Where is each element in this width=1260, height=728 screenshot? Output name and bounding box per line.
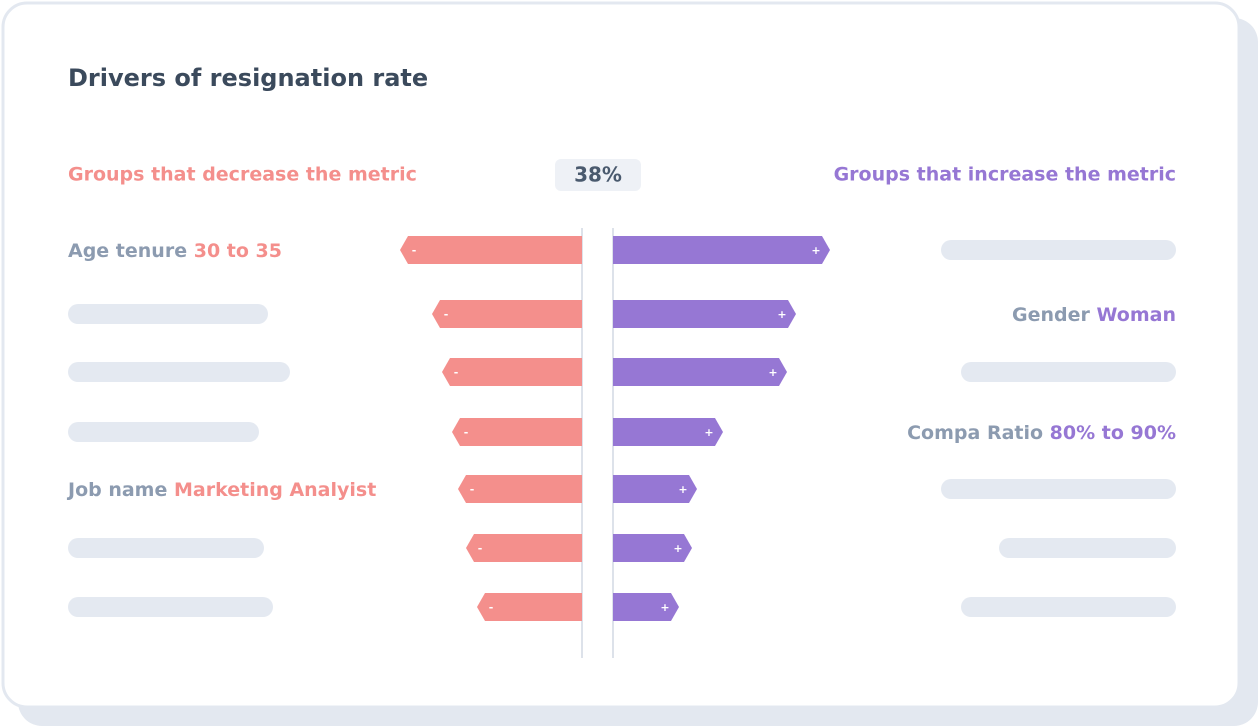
label-placeholder [68, 304, 268, 324]
label-value: 30 to 35 [194, 240, 282, 262]
bar-sign: + [768, 366, 777, 379]
label-placeholder [941, 240, 1176, 260]
bar [432, 300, 582, 328]
label-placeholder [961, 597, 1176, 617]
label-value: Marketing Analyist [174, 479, 376, 501]
bar [613, 475, 697, 503]
label-placeholder [961, 362, 1176, 382]
bar [613, 358, 787, 386]
series-heading: Groups that increase the metric [834, 164, 1176, 186]
bar-sign: + [777, 308, 786, 321]
center-pill [555, 159, 641, 191]
label-placeholder [68, 597, 273, 617]
bar-sign: - [464, 426, 469, 439]
bar [458, 475, 582, 503]
label-placeholder [941, 479, 1176, 499]
label-placeholder [68, 362, 290, 382]
bar-sign: - [412, 244, 417, 257]
bar [613, 236, 830, 264]
bar-sign: - [489, 601, 494, 614]
label-group: Compa Ratio [907, 422, 1043, 444]
bar [613, 300, 796, 328]
label-group: Age tenure [68, 240, 187, 262]
bar-sign: + [678, 483, 687, 496]
bar-sign: - [454, 366, 459, 379]
chart-title: Drivers of resignation rate [68, 64, 428, 92]
row-label: Job name Marketing Analyist [66, 479, 376, 501]
bar [477, 593, 582, 621]
label-group: Gender [1012, 304, 1090, 326]
bar-sign: + [811, 244, 820, 257]
bar-sign: + [673, 542, 682, 555]
bar-sign: - [470, 483, 475, 496]
label-placeholder [68, 422, 259, 442]
bar [466, 534, 582, 562]
series-heading: Groups that decrease the metric [68, 164, 417, 186]
bar [452, 418, 582, 446]
bar [613, 534, 692, 562]
label-placeholder [68, 538, 264, 558]
row-label: Age tenure 30 to 35 [68, 240, 282, 262]
label-value: Woman [1097, 304, 1176, 326]
bar [442, 358, 582, 386]
bar [400, 236, 582, 264]
center-value: 38% [574, 163, 622, 187]
bar-sign: - [478, 542, 483, 555]
bar [613, 418, 723, 446]
label-group: Job name [66, 479, 167, 501]
bar-sign: - [444, 308, 449, 321]
label-placeholder [999, 538, 1176, 558]
label-value: 80% to 90% [1050, 422, 1176, 444]
row-label: Gender Woman [1012, 304, 1176, 326]
bar [613, 593, 679, 621]
card [1, 1, 1241, 709]
bar-sign: + [660, 601, 669, 614]
bar-sign: + [704, 426, 713, 439]
row-label: Compa Ratio 80% to 90% [907, 422, 1176, 444]
